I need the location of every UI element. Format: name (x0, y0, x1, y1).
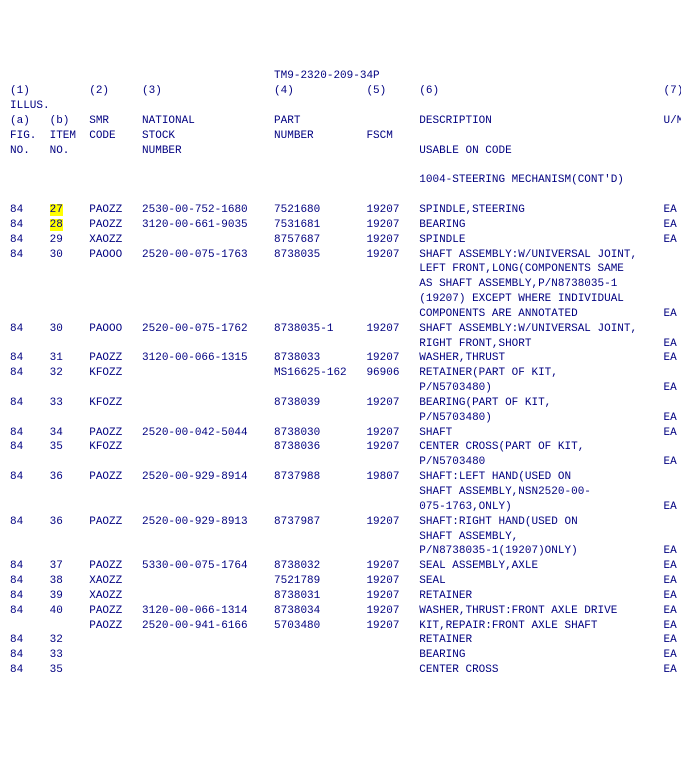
parts-table: TM9-2320-209-34P (1) (2) (3) (4) (5) (6)… (10, 69, 671, 678)
